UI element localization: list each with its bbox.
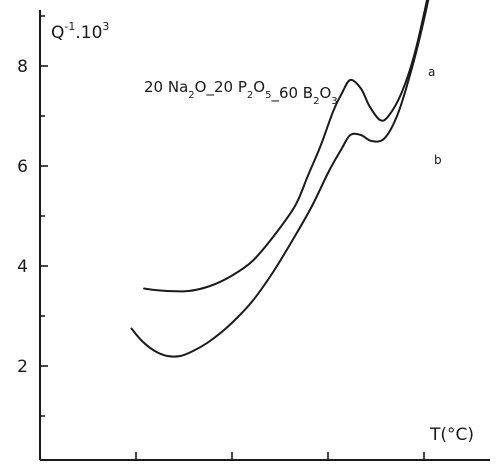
axes [39,10,490,461]
composition-oxygen: O [319,84,331,102]
composition-separator: _ [205,78,214,97]
y-label-mid: .10 [75,23,102,43]
series-b-label: b [434,153,442,167]
composition-oxygen: O [195,78,207,96]
y-tick-label: 2 [17,357,28,377]
ticks [40,15,425,460]
series-b-line [130,0,430,358]
x-axis-label: T(°C) [429,425,474,445]
composition-separator: _ [270,84,279,103]
composition-annotation: 20 Na2O_20 P2O5_60 B2O3 [144,78,338,107]
y-tick-label: 6 [17,157,28,177]
series-a-label: a [428,65,435,79]
y-label-base: Q [51,23,64,43]
composition-oxygen-subscript: 3 [331,96,337,107]
composition-element: 20 Na [144,78,188,96]
composition-element: 20 P [214,78,247,96]
y-tick-label: 8 [17,57,28,77]
series-a-line [143,0,429,293]
composition-oxygen-subscript: 5 [265,90,271,101]
composition-subscript: 2 [247,90,253,101]
series-group [130,0,430,358]
composition-subscript: 2 [313,96,319,107]
composition-subscript: 2 [188,90,194,101]
y-label-sup1: -1 [64,20,75,33]
y-tick-label: 4 [17,257,28,277]
composition-element: 60 B [279,84,313,102]
composition-oxygen: O [253,78,265,96]
y-label-sup2: 3 [102,20,109,33]
y-axis-label: Q-1.103 [51,20,109,43]
